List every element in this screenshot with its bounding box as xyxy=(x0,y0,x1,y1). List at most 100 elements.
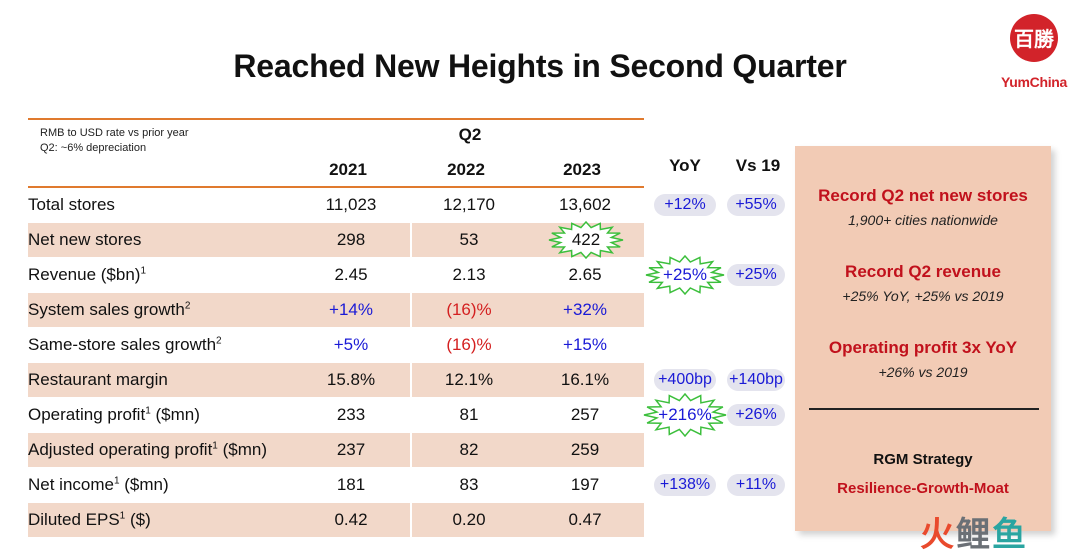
cell-2022: 12.1% xyxy=(444,370,494,389)
row-label-text: Restaurant margin xyxy=(28,370,168,389)
column-divider xyxy=(410,293,412,327)
table-row: Net income1 ($mn) 181 83 197 xyxy=(28,468,644,502)
cell-2022: 0.20 xyxy=(452,510,486,529)
cell-2023: 13,602 xyxy=(559,195,611,214)
table-row: Adjusted operating profit1 ($mn) 237 82 259 xyxy=(28,433,644,467)
cell-2021: 237 xyxy=(336,440,366,459)
watermark: 火鲤鱼 xyxy=(920,518,1028,552)
table-row: Same-store sales growth2 +5% (16)% +15% xyxy=(28,328,644,362)
row-label-text: Revenue ($bn) xyxy=(28,265,141,284)
row-label: Total stores xyxy=(28,195,115,215)
table-row: Total stores 11,023 12,170 13,602 xyxy=(28,188,644,222)
cell-2023: +15% xyxy=(563,335,607,354)
yumchina-logo: 百勝 YumChina xyxy=(994,10,1074,90)
cell-2022: 81 xyxy=(459,405,479,424)
starburst-icon xyxy=(645,254,725,296)
cell-2021: +5% xyxy=(333,335,369,354)
cell-2021: 181 xyxy=(336,475,366,494)
highlight-title-stores: Record Q2 net new stores xyxy=(818,186,1028,205)
cell-2021: +14% xyxy=(329,300,373,319)
fx-note: RMB to USD rate vs prior year Q2: ~6% de… xyxy=(40,126,189,156)
panel-divider xyxy=(809,408,1039,410)
table-row: Net new stores 298 53 xyxy=(28,223,644,257)
cell-2023: 197 xyxy=(570,475,600,494)
footnote-marker: 1 xyxy=(140,265,147,277)
row-label-unit: ($mn) xyxy=(119,475,169,494)
table-top-rule xyxy=(28,118,644,120)
vs19-badge: +55% xyxy=(727,194,785,216)
highlights-panel: Record Q2 net new stores 1,900+ cities n… xyxy=(795,146,1051,531)
row-label: Net new stores xyxy=(28,230,141,250)
table-row: Diluted EPS1 ($) 0.42 0.20 0.47 xyxy=(28,503,644,537)
footnote-marker: 2 xyxy=(216,335,222,347)
strategy-title: RGM Strategy xyxy=(873,451,973,468)
table-row: Restaurant margin 15.8% 12.1% 16.1% xyxy=(28,363,644,397)
row-label-text: System sales growth xyxy=(28,300,185,319)
row-label-text: Total stores xyxy=(28,195,115,214)
seal-logo-icon: 百勝 xyxy=(1010,14,1058,62)
fx-note-line1: RMB to USD rate vs prior year xyxy=(40,127,189,139)
cell-2023: 0.47 xyxy=(568,510,602,529)
starburst-value: +25% xyxy=(663,265,707,284)
footnote-marker: 1 xyxy=(119,510,126,522)
cell-2023: 16.1% xyxy=(560,370,610,389)
row-label: Net income1 ($mn) xyxy=(28,475,169,495)
vs19-header: Vs 19 xyxy=(735,156,781,175)
starburst-value: +216% xyxy=(658,405,712,424)
year-header-2021: 2021 xyxy=(329,160,367,179)
row-label: System sales growth2 xyxy=(28,300,190,320)
watermark-char-2: 鲤 xyxy=(956,516,992,554)
cell-2022: (16)% xyxy=(446,335,492,354)
vs19-badge: +25% xyxy=(727,264,785,286)
starburst-highlight: +216% xyxy=(643,392,727,438)
column-divider xyxy=(410,363,412,397)
seal-logo-text: 百勝 xyxy=(1014,27,1055,51)
cell-2023: 2.65 xyxy=(568,265,602,284)
column-divider xyxy=(410,503,412,537)
watermark-char-3: 鱼 xyxy=(992,516,1028,554)
starburst-icon xyxy=(643,392,727,438)
highlight-sub-revenue: +25% YoY, +25% vs 2019 xyxy=(842,288,1004,304)
table-header-rule xyxy=(28,186,644,188)
footnote-marker: 1 xyxy=(113,475,120,487)
vs19-badge: +140bp xyxy=(727,369,785,391)
cell-2021: 11,023 xyxy=(325,195,377,214)
row-label: Revenue ($bn)1 xyxy=(28,265,146,285)
row-label: Adjusted operating profit1 ($mn) xyxy=(28,440,267,460)
cell-2023: 257 xyxy=(570,405,600,424)
highlight-sub-stores: 1,900+ cities nationwide xyxy=(848,212,998,228)
cell-2021: 298 xyxy=(336,230,366,249)
year-header-2022: 2022 xyxy=(447,160,485,179)
cell-2021: 233 xyxy=(336,405,366,424)
yoy-header: YoY xyxy=(669,156,701,175)
starburst-value: 422 xyxy=(571,230,601,249)
cell-2021: 2.45 xyxy=(334,265,368,284)
brand-name: YumChina xyxy=(1000,74,1068,90)
cell-2023: 259 xyxy=(570,440,600,459)
table-row: Revenue ($bn)1 2.45 2.13 2.65 xyxy=(28,258,644,292)
yoy-badge: +12% xyxy=(654,194,716,216)
cell-2021: 0.42 xyxy=(334,510,368,529)
row-label-text: Diluted EPS xyxy=(28,510,120,529)
yoy-badge: +400bp xyxy=(654,369,716,391)
footnote-marker: 1 xyxy=(145,405,151,417)
footnote-marker: 1 xyxy=(212,440,218,452)
row-label-text: Operating profit xyxy=(28,405,146,424)
row-label-text: Adjusted operating profit xyxy=(28,440,213,459)
row-label-unit: ($) xyxy=(125,510,151,529)
starburst-icon xyxy=(548,220,624,260)
row-label: Diluted EPS1 ($) xyxy=(28,510,151,530)
watermark-char-1: 火 xyxy=(920,516,956,554)
fx-note-line2: Q2: ~6% depreciation xyxy=(40,142,147,154)
cell-2022: (16)% xyxy=(446,300,492,319)
cell-2022: 53 xyxy=(459,230,479,249)
column-divider xyxy=(410,223,412,257)
table-row: Operating profit1 ($mn) 233 81 257 xyxy=(28,398,644,432)
cell-2022: 12,170 xyxy=(443,195,495,214)
cell-2022: 2.13 xyxy=(452,265,486,284)
row-label: Restaurant margin xyxy=(28,370,168,390)
vs19-badge: +26% xyxy=(727,404,785,426)
slide-title: Reached New Heights in Second Quarter xyxy=(233,48,847,84)
cell-2022: 82 xyxy=(459,440,479,459)
cell-2022: 83 xyxy=(459,475,479,494)
